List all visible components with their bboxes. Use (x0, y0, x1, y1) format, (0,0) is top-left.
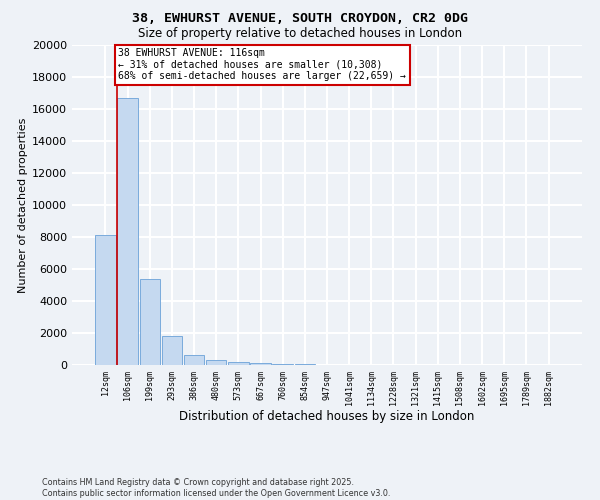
Bar (272, 364, 293, 365)
Text: 38, EWHURST AVENUE, SOUTH CROYDON, CR2 0DG: 38, EWHURST AVENUE, SOUTH CROYDON, CR2 0… (132, 12, 468, 26)
Bar (140, 280, 160, 365)
Bar (250, 364, 271, 365)
Bar (206, 360, 226, 365)
Bar (295, 364, 315, 365)
Text: 38 EWHURST AVENUE: 116sqm
← 31% of detached houses are smaller (10,308)
68% of s: 38 EWHURST AVENUE: 116sqm ← 31% of detac… (118, 48, 406, 82)
Bar (184, 356, 204, 365)
Text: Contains HM Land Registry data © Crown copyright and database right 2025.
Contai: Contains HM Land Registry data © Crown c… (42, 478, 391, 498)
Text: Size of property relative to detached houses in London: Size of property relative to detached ho… (138, 28, 462, 40)
Bar (228, 362, 248, 365)
Bar (95, 236, 116, 365)
Y-axis label: Number of detached properties: Number of detached properties (18, 118, 28, 292)
Bar (118, 98, 138, 365)
Bar (161, 336, 182, 365)
X-axis label: Distribution of detached houses by size in London: Distribution of detached houses by size … (179, 410, 475, 424)
